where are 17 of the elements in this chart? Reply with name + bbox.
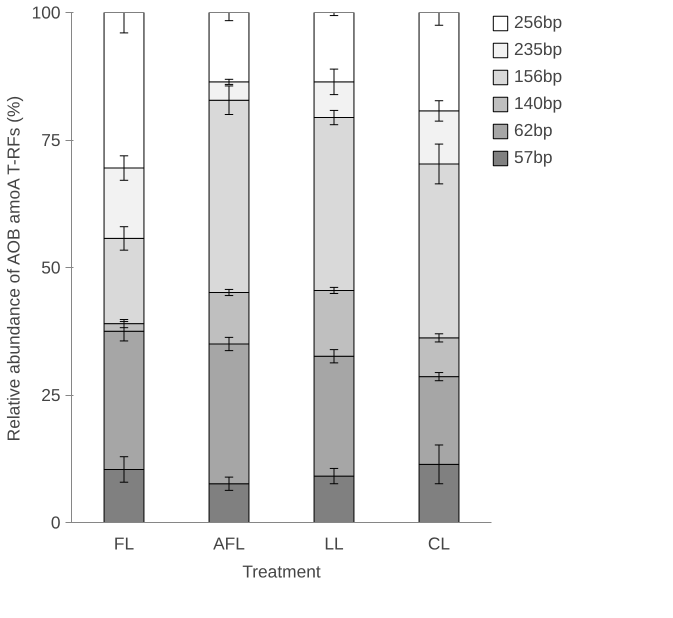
- y-tick-label: 100: [32, 2, 61, 22]
- legend-label: 256bp: [514, 12, 562, 33]
- y-tick-label: 0: [50, 512, 61, 532]
- x-tick-label: CL: [428, 534, 450, 554]
- legend-label: 156bp: [514, 66, 562, 87]
- x-tick-label: FL: [114, 534, 134, 554]
- y-axis-title: Relative abundance of AOB amoA T-RFs (%): [4, 96, 24, 442]
- legend-label: 235bp: [514, 39, 562, 60]
- x-tick-label: AFL: [213, 534, 246, 554]
- y-tick-label: 75: [41, 130, 61, 150]
- legend-label: 57bp: [514, 147, 553, 168]
- y-tick-label: 50: [41, 258, 61, 278]
- x-axis-title: Treatment: [242, 562, 321, 582]
- x-tick-label: LL: [324, 534, 344, 554]
- legend-label: 140bp: [514, 93, 562, 114]
- legend-label: 62bp: [514, 120, 553, 141]
- y-tick-label: 25: [41, 385, 61, 405]
